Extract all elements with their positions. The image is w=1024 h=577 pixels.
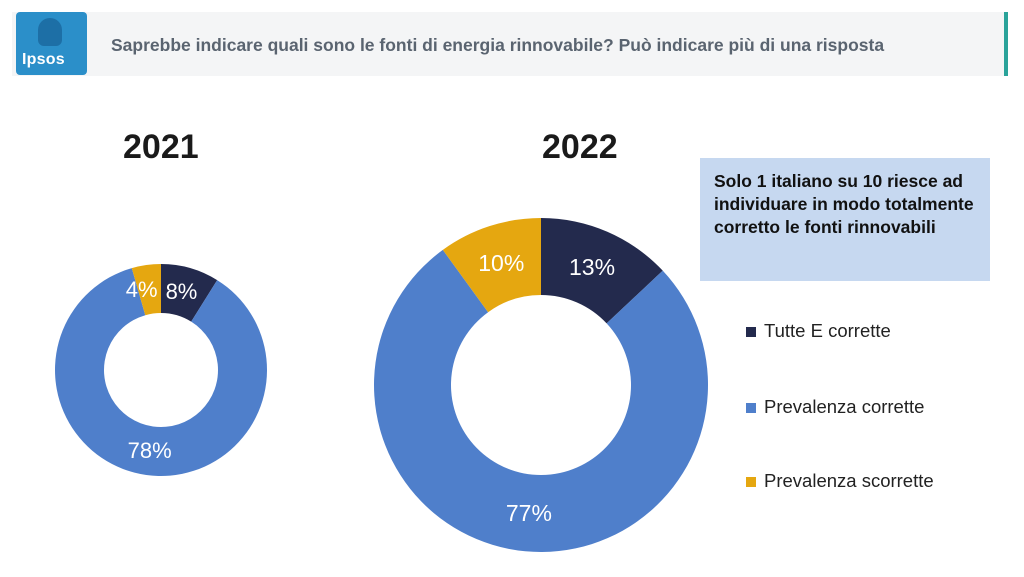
logo-text: Ipsos: [22, 51, 65, 68]
slice-prevalenza-corrette: [55, 268, 268, 477]
logo-head-icon: [38, 18, 62, 46]
legend-swatch: [746, 327, 756, 337]
insight-callout: Solo 1 italiano su 10 riesce ad individu…: [700, 158, 990, 281]
chart-title-2022: 2022: [542, 128, 618, 166]
slice-tutte-e-corrette: [161, 264, 218, 322]
legend-label: Prevalenza scorrette: [764, 470, 934, 491]
header-bar: [12, 12, 1008, 76]
survey-question: Saprebbe indicare quali sono le fonti di…: [111, 35, 885, 55]
legend-label: Prevalenza corrette: [764, 396, 925, 417]
slice-label: 13%: [569, 254, 615, 280]
slice-label: 4%: [126, 277, 158, 302]
legend-swatch: [746, 477, 756, 487]
slice-tutte-e-corrette: [541, 218, 663, 324]
chart-title-2021: 2021: [123, 128, 199, 166]
slice-prevalenza-scorrette: [442, 218, 541, 313]
donut-chart-2022: 13% 77% 10%: [374, 218, 708, 552]
slice-label: 78%: [128, 438, 172, 463]
slice-label: 10%: [478, 250, 524, 276]
slice-label: 8%: [166, 279, 198, 304]
ipsos-logo: Ipsos: [16, 12, 87, 75]
donut-chart-2021: 8% 78% 4%: [55, 264, 268, 477]
slice-prevalenza-corrette: [374, 249, 708, 552]
legend-swatch: [746, 403, 756, 413]
slice-label: 77%: [506, 500, 552, 526]
slice-prevalenza-scorrette: [131, 264, 161, 316]
legend-label: Tutte E corrette: [764, 320, 891, 341]
